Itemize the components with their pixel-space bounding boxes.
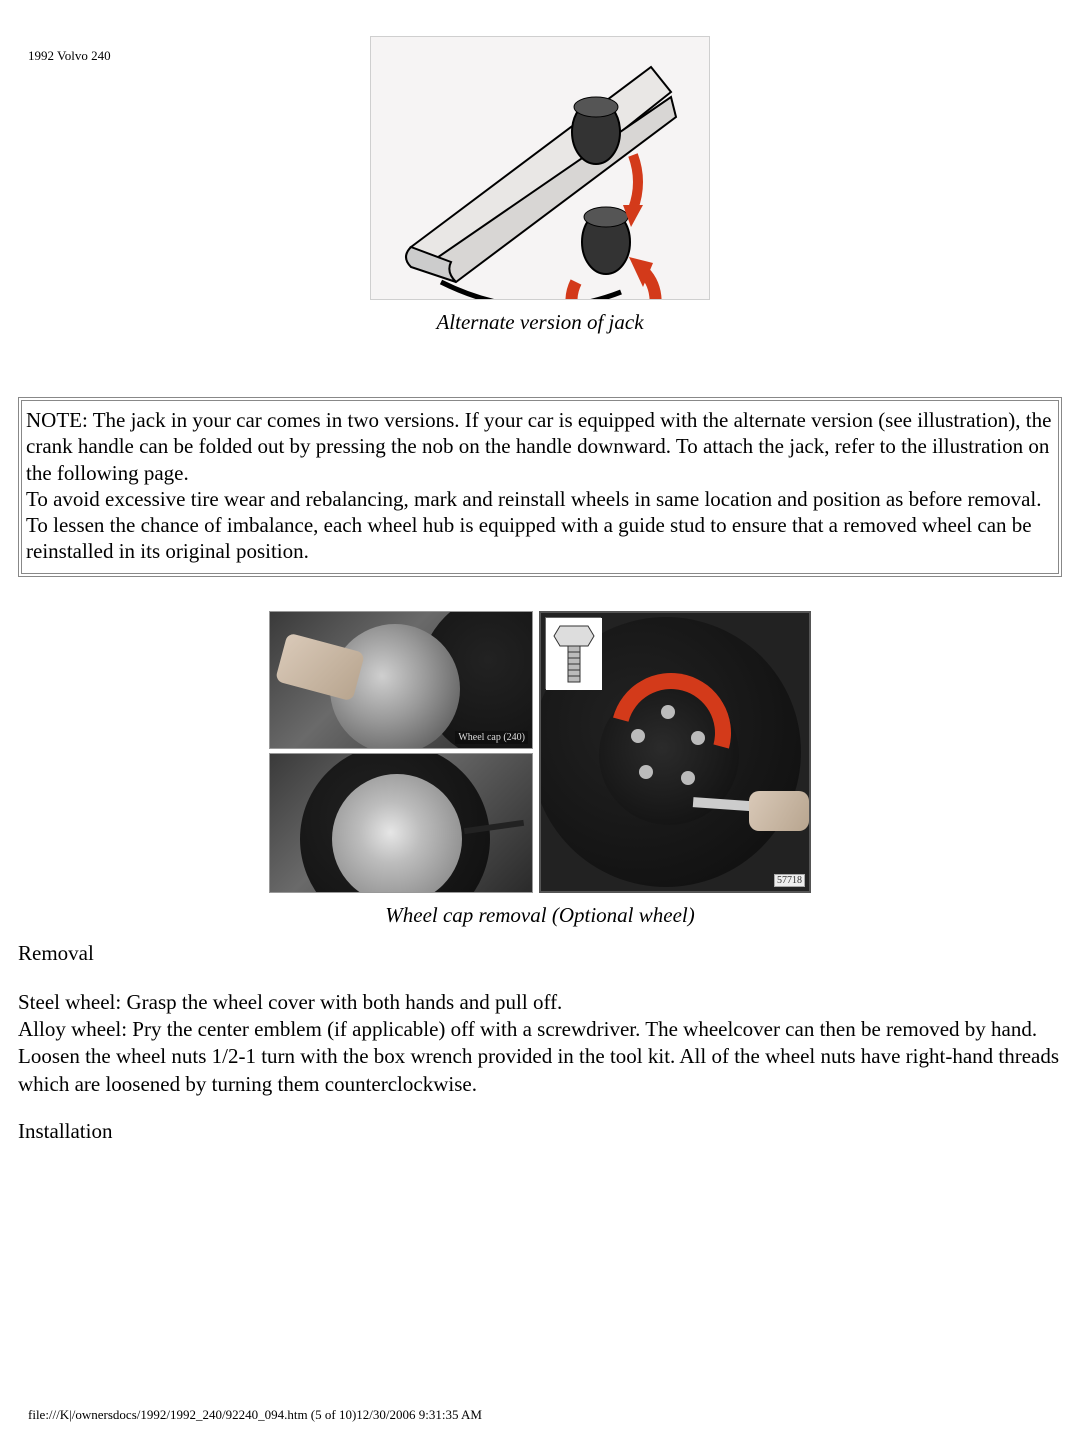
note-text-1: NOTE: The jack in your car comes in two … (26, 408, 1051, 485)
note-box: NOTE: The jack in your car comes in two … (18, 397, 1062, 577)
figure-jack-image (370, 36, 710, 300)
bolt-inset (545, 617, 601, 689)
jack-illustration-svg (371, 37, 710, 300)
figure-jack-caption: Alternate version of jack (0, 310, 1080, 335)
figure-jack: Alternate version of jack (0, 36, 1080, 335)
photo-inset-label: Wheel cap (240) (455, 731, 528, 744)
removal-p2: Alloy wheel: Pry the center emblem (if a… (18, 1016, 1062, 1043)
installation-heading: Installation (18, 1118, 1062, 1145)
photo-hands-pulling-cap: Wheel cap (240) (269, 611, 533, 749)
photo-lugnut-loosen: 57718 (539, 611, 811, 893)
photo-id-tag: 57718 (774, 874, 805, 887)
body-content: Removal Steel wheel: Grasp the wheel cov… (18, 940, 1062, 1146)
removal-p3: Loosen the wheel nuts 1/2-1 turn with th… (18, 1043, 1062, 1098)
page-header-title: 1992 Volvo 240 (28, 48, 111, 64)
removal-heading: Removal (18, 940, 1062, 967)
figure-wheelcap: Wheel cap (240) (0, 611, 1080, 928)
photo-wheel-tool (269, 753, 533, 893)
figure-wheelcap-caption: Wheel cap removal (Optional wheel) (0, 903, 1080, 928)
note-text-2: To avoid excessive tire wear and rebalan… (26, 487, 1042, 564)
figure-wheelcap-image: Wheel cap (240) (269, 611, 811, 893)
removal-p1: Steel wheel: Grasp the wheel cover with … (18, 989, 1062, 1016)
page-footer-path: file:///K|/ownersdocs/1992/1992_240/9224… (28, 1407, 482, 1423)
